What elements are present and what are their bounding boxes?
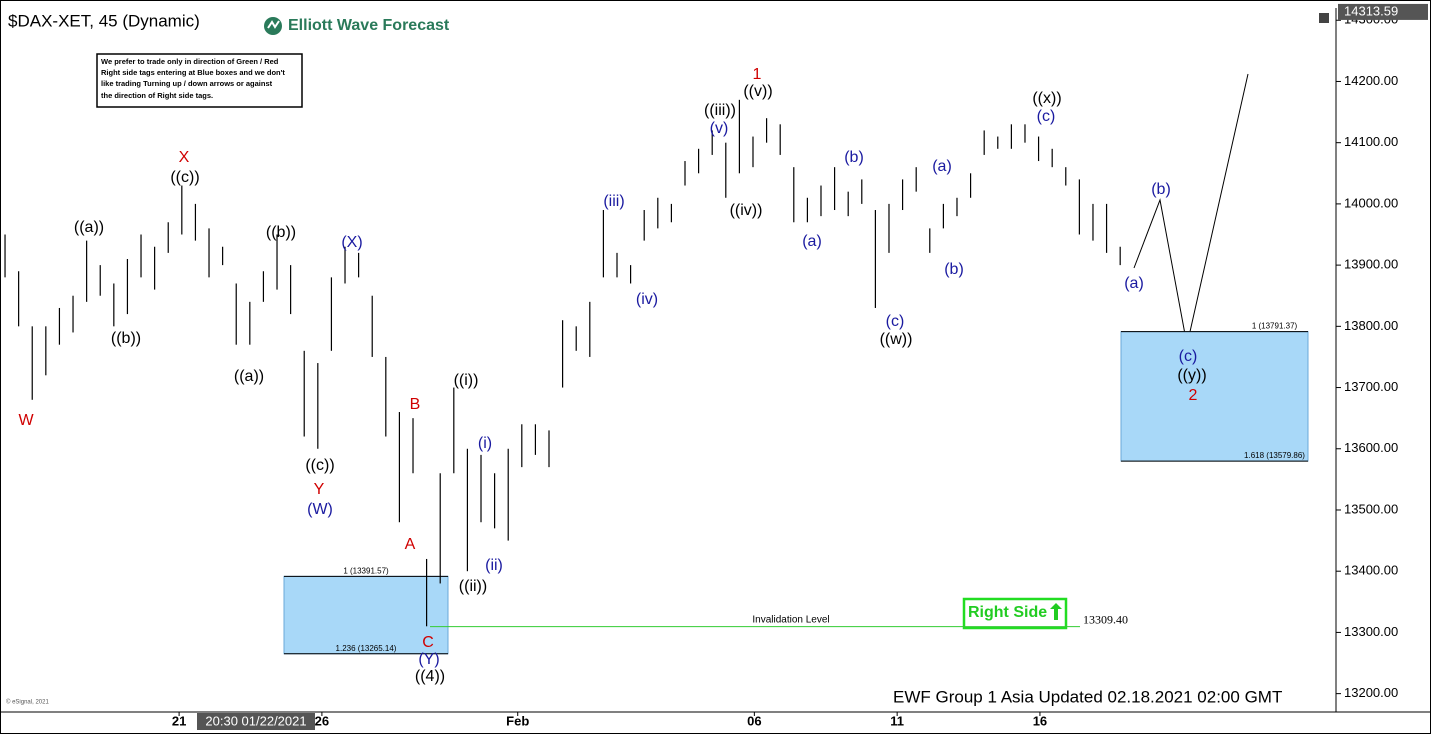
right-side-arrow <box>1050 603 1062 620</box>
note-line: We prefer to trade only in direction of … <box>101 57 279 66</box>
wave-label: (a) <box>932 158 952 175</box>
wave-label: ((iii)) <box>704 102 736 119</box>
wave-label: C <box>422 634 434 651</box>
wave-label: W <box>18 412 34 429</box>
wave-label: ((ii)) <box>459 578 487 595</box>
right-side: Right Side <box>968 604 1047 621</box>
wave-label: (a) <box>1124 275 1144 292</box>
wave-label: ((iv)) <box>730 202 763 219</box>
invalidation-value: 13309.40 <box>1083 612 1128 626</box>
x-tick-label: 06 <box>747 713 761 728</box>
wave-label: (c) <box>1037 108 1056 125</box>
crosshair-label: 20:30 01/22/2021 <box>205 713 306 728</box>
wave-label: 2 <box>1189 387 1198 404</box>
wave-label: ((c)) <box>170 169 199 186</box>
y-tick-label: 13900.00 <box>1344 257 1398 272</box>
icon <box>1319 13 1329 23</box>
wave-label: (c) <box>1179 348 1198 365</box>
wave-label: (X) <box>341 234 362 251</box>
x-tick-label: Feb <box>506 713 529 728</box>
wave-label: (a) <box>802 233 822 250</box>
wave-label: (iii) <box>603 193 624 210</box>
wave-label: (c) <box>886 313 905 330</box>
box-bottom-label: 1.618 (13579.86) <box>1244 451 1305 460</box>
x-tick-label: 21 <box>172 713 186 728</box>
wave-label: X <box>179 149 190 166</box>
wave-label: ((b)) <box>111 330 141 347</box>
wave-label: ((4)) <box>415 668 445 685</box>
y-tick-label: 13400.00 <box>1344 563 1398 578</box>
chart-title: $DAX-XET, 45 (Dynamic) <box>8 11 200 30</box>
wave-label: (b) <box>944 261 964 278</box>
box-bottom-label: 1.236 (13265.14) <box>336 644 397 653</box>
wave-label: ((i)) <box>454 372 479 389</box>
wave-label: (W) <box>307 501 333 518</box>
footer: EWF Group 1 Asia Updated 02.18.2021 02:0… <box>893 687 1282 706</box>
y-tick-label: 13200.00 <box>1344 685 1398 700</box>
wave-label: Y <box>314 481 325 498</box>
box-top-label: 1 (13391.57) <box>343 566 389 575</box>
target-box <box>1120 331 1309 462</box>
wave-label: 1 <box>753 66 762 83</box>
x-tick-label: 26 <box>315 713 329 728</box>
note-line: Right side tags entering at Blue boxes a… <box>101 68 285 77</box>
note-line: like trading Turning up / down arrows or… <box>101 79 273 88</box>
invalidation-label: Invalidation Level <box>752 614 829 625</box>
y-tick-label: 13600.00 <box>1344 440 1398 455</box>
wave-label: ((a)) <box>74 219 104 236</box>
note-box <box>96 53 303 108</box>
wave-label: ((c)) <box>305 457 334 474</box>
wave-label: ((x)) <box>1032 90 1061 107</box>
y-tick-label: 13500.00 <box>1344 501 1398 516</box>
wave-label: (v) <box>710 120 729 137</box>
wave-label: (b) <box>1151 181 1171 198</box>
wave-label: ((a)) <box>234 368 264 385</box>
note-line: the direction of Right side tags. <box>101 91 213 100</box>
logo-icon <box>264 17 282 35</box>
wave-label: (Y) <box>418 651 439 668</box>
wave-label: ((b)) <box>266 224 296 241</box>
projection-path <box>1133 73 1249 346</box>
y-tick-label: 13700.00 <box>1344 379 1398 394</box>
wave-label: A <box>405 536 416 553</box>
x-tick-label: 16 <box>1033 713 1047 728</box>
copyright: © eSignal, 2021 <box>6 699 49 706</box>
wave-label: (iv) <box>636 291 658 308</box>
box-top-label: 1 (13791.37) <box>1252 322 1298 331</box>
y-tick-label: 13800.00 <box>1344 318 1398 333</box>
wave-label: (ii) <box>485 557 503 574</box>
wave-label: ((y)) <box>1177 367 1206 384</box>
target-box <box>283 575 449 655</box>
wave-label: ((v)) <box>743 83 772 100</box>
y-tick-label: 14000.00 <box>1344 195 1398 210</box>
x-tick-label: 11 <box>890 713 904 728</box>
wave-label: (b) <box>844 149 864 166</box>
logo-wave <box>267 20 280 29</box>
y-tick-label: 14100.00 <box>1344 134 1398 149</box>
wave-label: ((w)) <box>880 331 913 348</box>
wave-label: B <box>410 396 421 413</box>
wave-label: (i) <box>478 435 492 452</box>
y-tick-label: 14200.00 <box>1344 73 1398 88</box>
y-tick-label: 13300.00 <box>1344 624 1398 639</box>
logo: Elliott Wave Forecast <box>288 17 450 34</box>
last-price-tag <box>1338 3 1428 20</box>
right-side-box <box>962 597 1068 630</box>
crosshair-tag <box>197 713 315 730</box>
last-price: 14313.59 <box>1344 3 1398 18</box>
